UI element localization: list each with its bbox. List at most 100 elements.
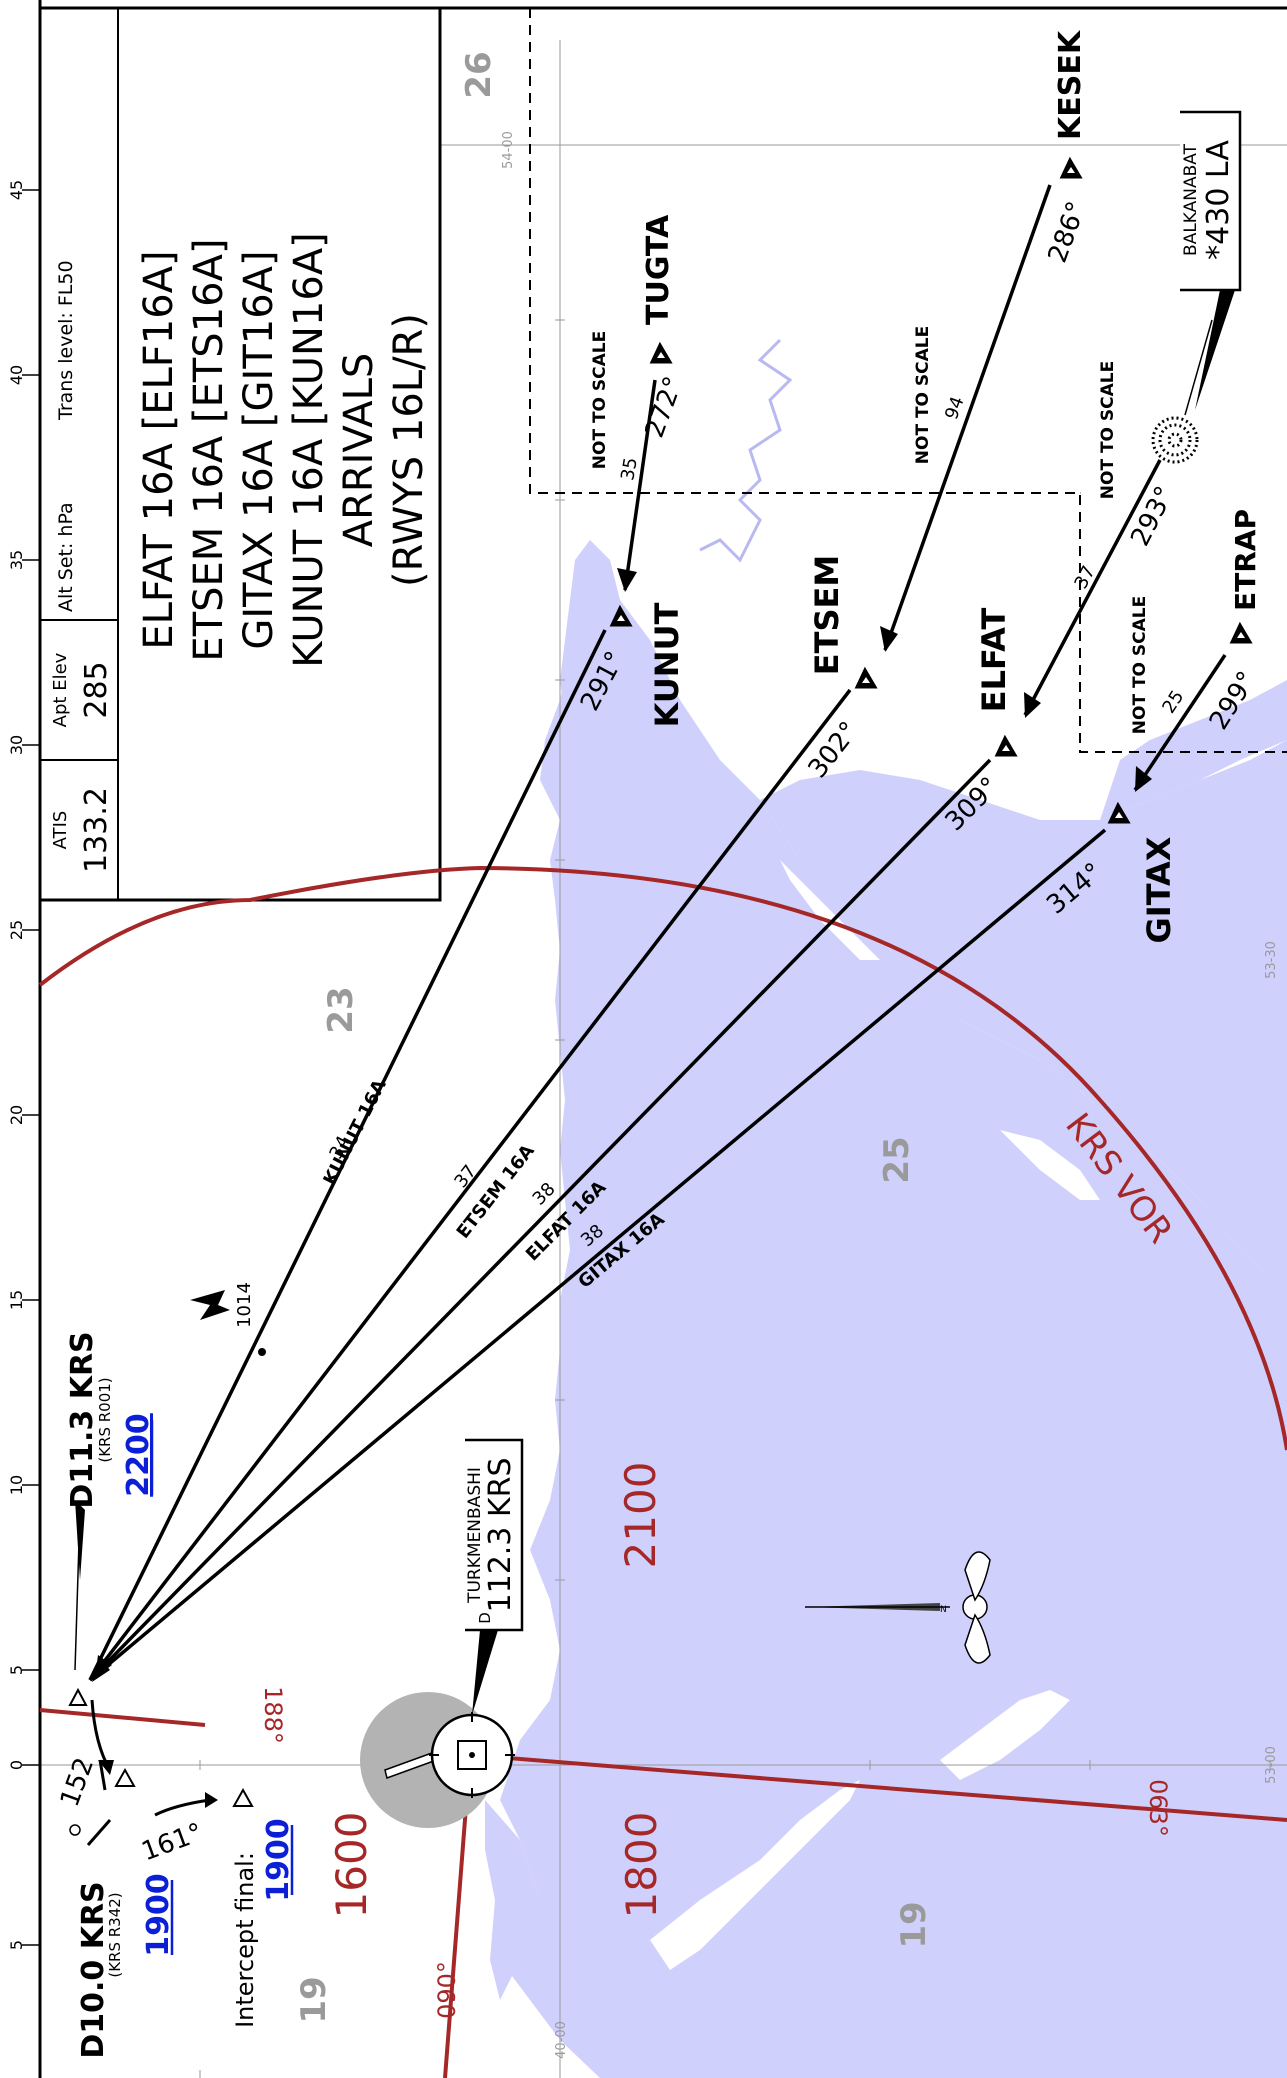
intercept-label: Intercept final: xyxy=(231,1852,259,2028)
d100-sub: (KRS R342) xyxy=(106,1892,124,1977)
scale-tick-0: 0 xyxy=(7,1760,26,1770)
msa-sector-26: 26 xyxy=(459,51,499,98)
svg-text:N: N xyxy=(940,1605,947,1615)
scale-tick-20: 20 xyxy=(7,1105,26,1125)
etsem-label: ETSEM xyxy=(808,555,846,675)
elfat-label: ELFAT xyxy=(975,608,1013,713)
krs-vor-arc xyxy=(38,865,1287,1451)
kunut-label: KUNUT xyxy=(648,602,686,727)
radial-090-label: 090° xyxy=(433,1961,461,2019)
north-east-water xyxy=(1100,680,1287,820)
title-line-1: ELFAT 16A [ELF16A] xyxy=(136,250,182,649)
title-line-4: KUNUT 16A [KUN16A] xyxy=(286,232,332,668)
gitax-label: GITAX xyxy=(1140,836,1178,943)
turn-152: 152 xyxy=(55,1754,100,1811)
radial-188-line xyxy=(39,1708,206,1727)
not-to-scale-kesek: NOT TO SCALE xyxy=(913,326,933,464)
header-box xyxy=(38,6,442,902)
left-scale: 45 40 35 30 25 20 15 10 5 0 5 xyxy=(7,0,42,2078)
atis-label: ATIS xyxy=(50,811,71,850)
scale-tick-40: 40 xyxy=(7,365,26,385)
east-shelf xyxy=(760,740,1287,1290)
route-label-kunut: KUNUT 16A xyxy=(320,1076,391,1188)
sandbar-4 xyxy=(780,860,880,960)
balk-radial-line xyxy=(1184,319,1213,416)
title-line-5: ARRIVALS xyxy=(336,353,382,548)
lat-label-54-00: 54-00 xyxy=(501,131,516,169)
route-tugta-line xyxy=(623,379,657,591)
bearing-balk-293: 293° xyxy=(1125,482,1180,551)
scale-tick-30: 30 xyxy=(7,735,26,755)
lat-label-53-30: 53-30 xyxy=(1264,941,1279,979)
d113-alt: 2200 xyxy=(121,1413,156,1497)
dist-25: 25 xyxy=(1158,687,1188,718)
msa-sector-19-east: 19 xyxy=(894,1901,934,1948)
turkmenbashi-callout-pointer xyxy=(472,1630,498,1715)
not-to-scale-boxes xyxy=(529,8,1287,753)
dist-37: 37 xyxy=(1070,562,1099,592)
apt-elev-label: Apt Elev xyxy=(50,652,71,727)
scale-tick-5-south: 5 xyxy=(7,1940,26,1950)
atis-freq: 133.2 xyxy=(79,787,114,873)
radial-063-line xyxy=(469,1753,1287,1822)
radial-063-label: 063° xyxy=(1144,1779,1172,1837)
obstacle-1014 xyxy=(190,1290,266,1356)
route-elfat-line xyxy=(88,758,992,1682)
radial-188-label: 188° xyxy=(259,1686,287,1744)
lat-label-53-00: 53-00 xyxy=(1264,1746,1279,1784)
alt-1600: 1600 xyxy=(327,1812,376,1919)
alt-1800: 1800 xyxy=(617,1812,666,1919)
sandbar-1 xyxy=(650,1780,860,1970)
dist-ets-37: 37 xyxy=(450,1161,481,1192)
sea-body xyxy=(500,560,1287,2078)
arrowheads xyxy=(92,568,1152,1682)
sandbar-2 xyxy=(940,1690,1070,1780)
balkanabat-ident: *430 LA xyxy=(1201,140,1236,260)
scale-tick-35: 35 xyxy=(7,550,26,570)
scale-tick-5: 5 xyxy=(7,1665,26,1675)
upper-gulf xyxy=(555,540,720,850)
d100-label: D10.0 KRS xyxy=(76,1881,111,2058)
scale-tick-15: 15 xyxy=(7,1290,26,1310)
scale-tick-25: 25 xyxy=(7,920,26,940)
scale-tick-10: 10 xyxy=(7,1475,26,1495)
north-arrow-icon: N xyxy=(805,1551,991,1664)
msa-sector-25: 25 xyxy=(877,1136,917,1183)
not-to-scale-balk: NOT TO SCALE xyxy=(1098,361,1118,499)
river xyxy=(699,338,793,563)
sandbar-3 xyxy=(1000,1130,1100,1200)
route-kunut-line xyxy=(88,629,607,1681)
route-etrap-line xyxy=(1133,654,1227,791)
not-to-scale-tugta: NOT TO SCALE xyxy=(590,331,610,469)
route-etsem-line xyxy=(88,688,852,1682)
turkmenbashi-name: TURKMENBASHI xyxy=(465,1467,485,1604)
balkanabat-ndb xyxy=(1151,416,1199,464)
bearing-tugta-272: 272° xyxy=(640,373,690,442)
title-line-2: ETSEM 16A [ETS16A] xyxy=(186,238,232,661)
d113-label: D11.3 KRS xyxy=(65,1331,100,1508)
etrap-label: ETRAP xyxy=(1229,509,1262,611)
intercept-alt: 1900 xyxy=(261,1818,296,1902)
d113-sub: (KRS R001) xyxy=(96,1377,114,1462)
scale-tick-45: 45 xyxy=(7,180,26,200)
lon-label-40-00: 40-00 xyxy=(554,2021,569,2059)
lagoon-west xyxy=(485,1800,540,2000)
sand-bars xyxy=(650,860,1100,1970)
msa-sector-23: 23 xyxy=(321,986,361,1033)
not-to-scale-etrap: NOT TO SCALE xyxy=(1130,596,1150,734)
grid-ticks xyxy=(199,144,1271,2078)
turkmenbashi-freq: 112.3 KRS xyxy=(483,1458,518,1613)
dist-35: 35 xyxy=(617,456,642,482)
water-area xyxy=(485,540,1287,2078)
turkmenbashi-d: D xyxy=(476,1612,494,1624)
turkmenbashi-callout-box xyxy=(465,1438,524,1632)
apt-elev: 285 xyxy=(79,661,114,718)
d100-alt: 1900 xyxy=(141,1873,176,1957)
route-balk-line xyxy=(1023,459,1162,716)
grid-lines xyxy=(40,40,1287,2078)
dist-94: 94 xyxy=(941,394,969,423)
d113-waypoint xyxy=(68,1500,88,1706)
route-kesek-line xyxy=(883,184,1052,651)
kesek-label: KESEK xyxy=(1053,29,1088,140)
